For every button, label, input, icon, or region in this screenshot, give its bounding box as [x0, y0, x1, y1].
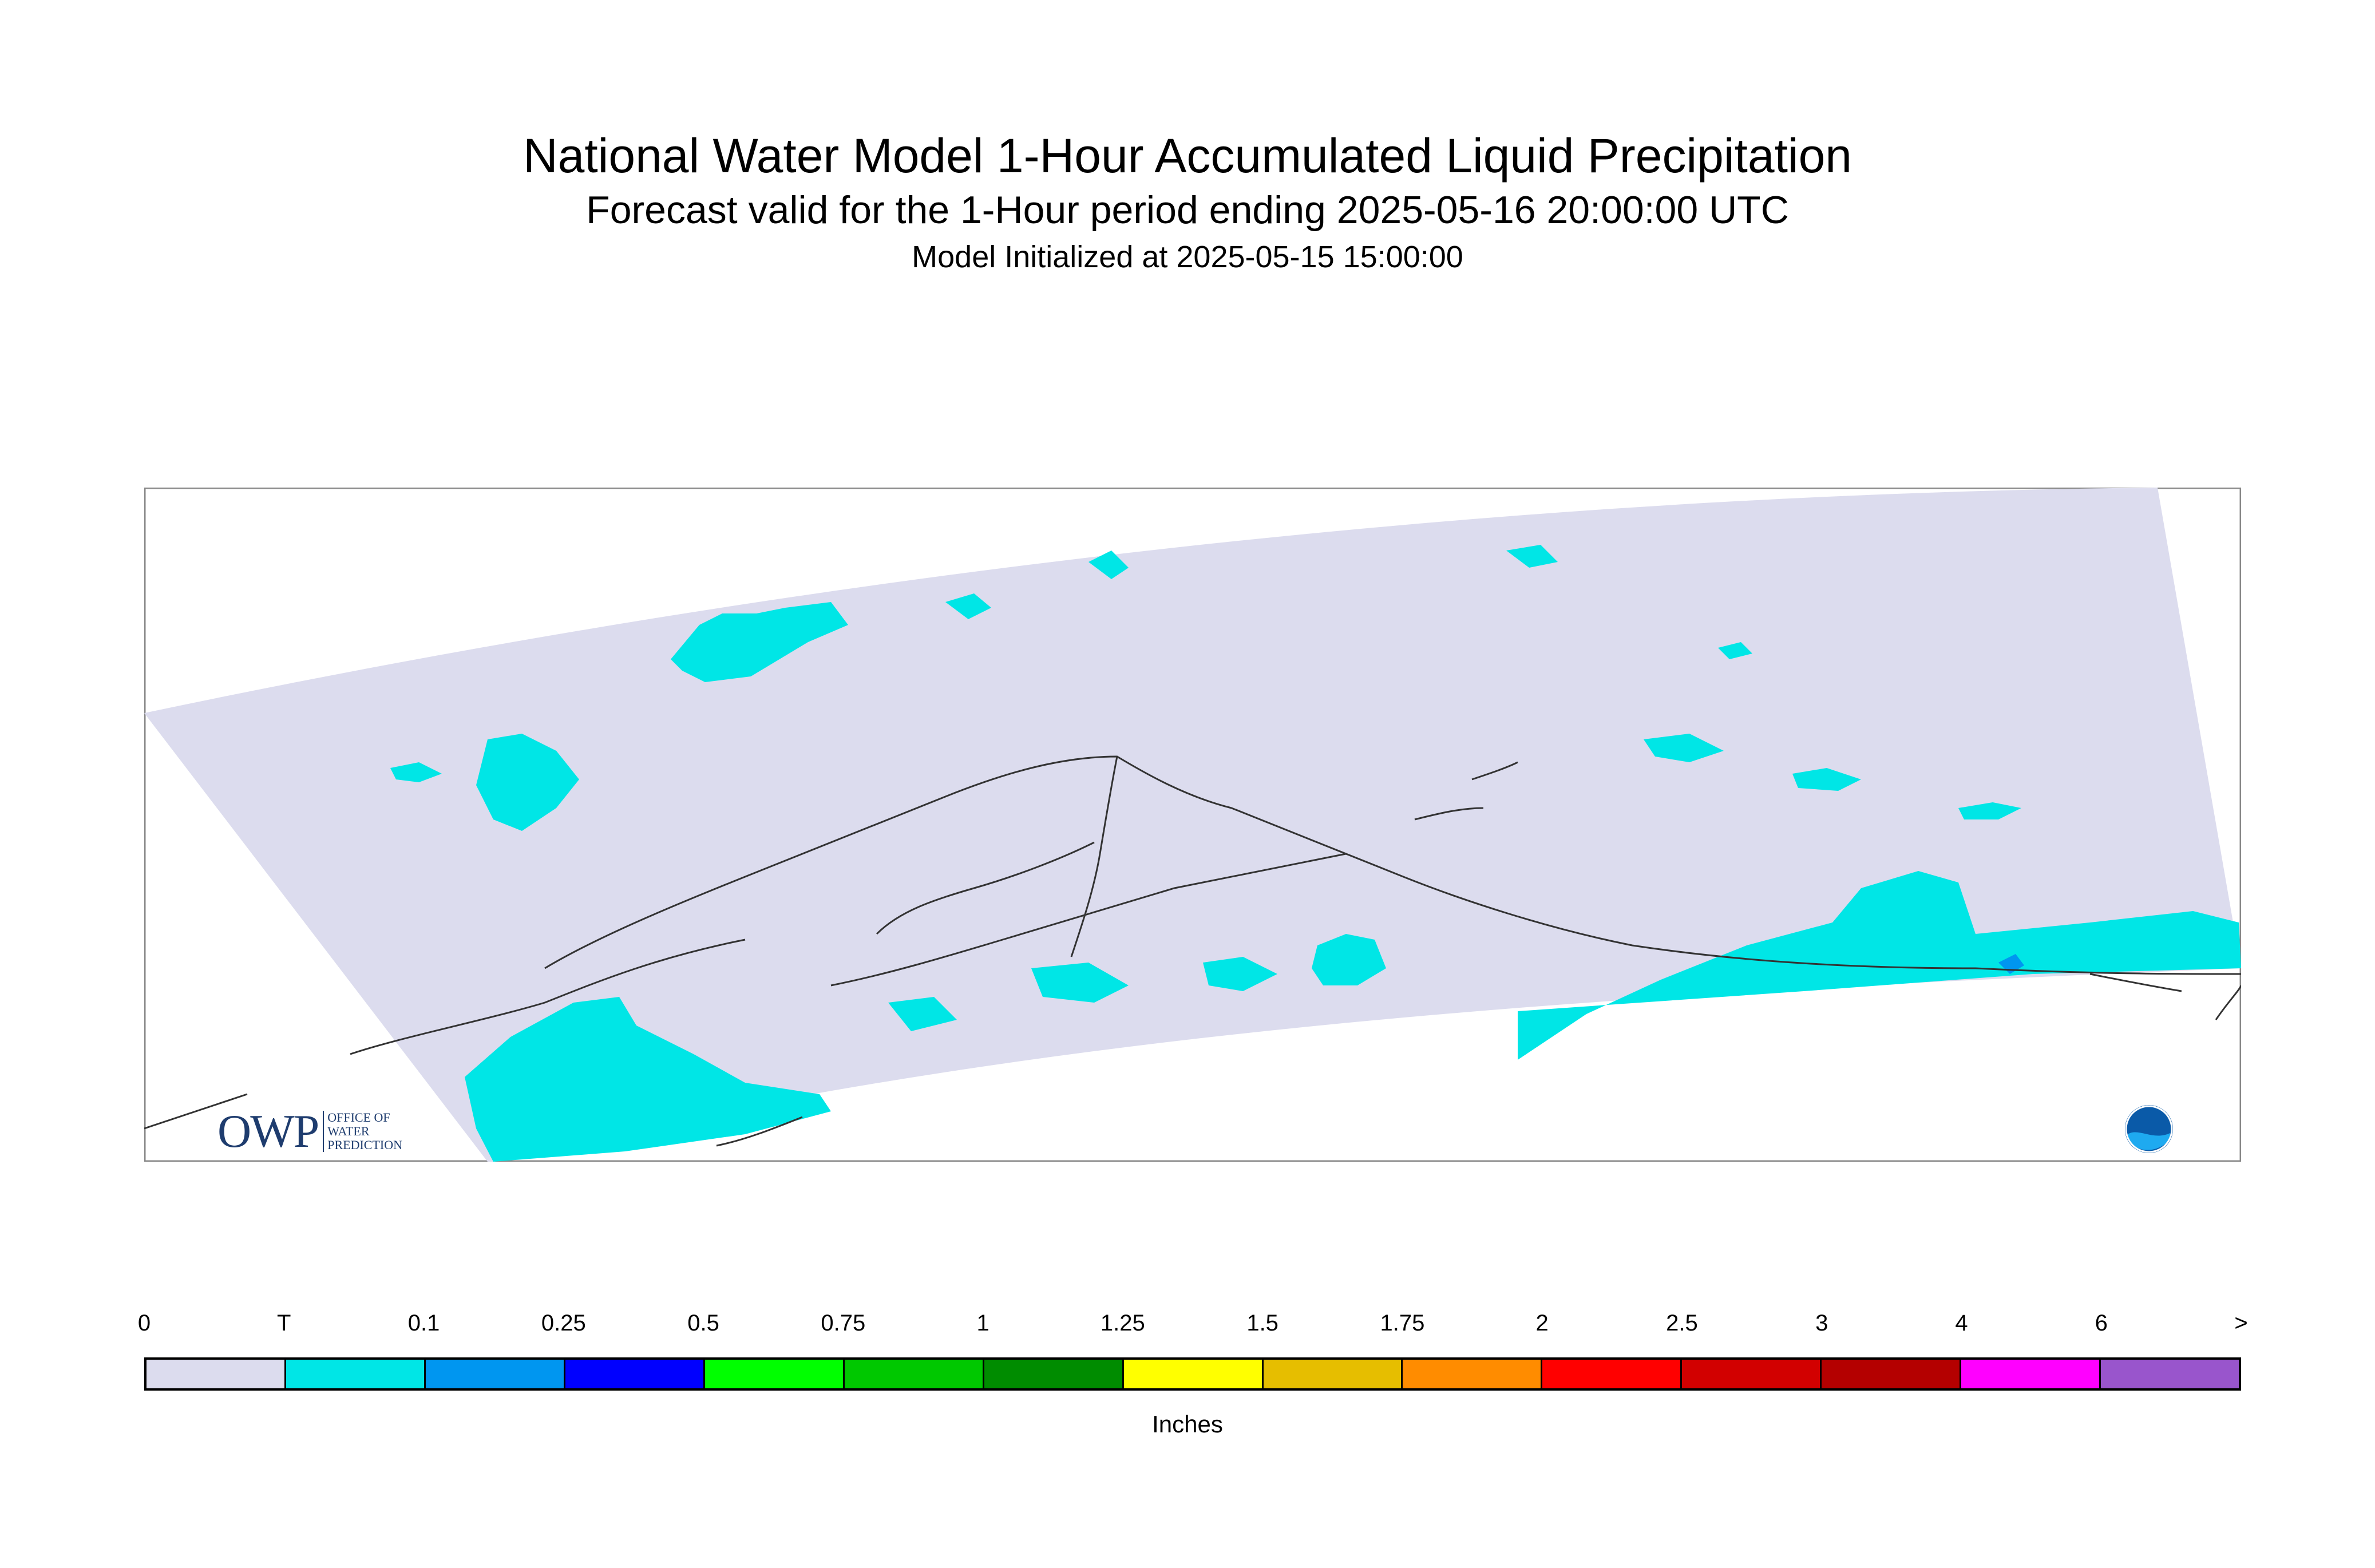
legend-tick-label: 1.75: [1380, 1310, 1425, 1336]
legend-tick-label: 3: [1815, 1310, 1828, 1336]
legend-tick-label: >: [2234, 1310, 2248, 1336]
legend-swatch: [984, 1360, 1124, 1388]
map-subtitle: Forecast valid for the 1-Hour period end…: [586, 188, 1789, 232]
coastlines: [144, 755, 2241, 1147]
legend-swatch: [1682, 1360, 1822, 1388]
legend-swatch: [844, 1360, 984, 1388]
legend-swatch: [1542, 1360, 1683, 1388]
model-init-time: Model Initialized at 2025-05-15 15:00:00: [912, 240, 1463, 274]
legend-tick-label: 6: [2095, 1310, 2108, 1336]
legend-swatch: [1822, 1360, 1962, 1388]
precipitation-map: [144, 488, 2241, 1162]
legend-ticks: 0 T 0.1 0.25 0.5 0.75 1 1.25 1.5 1.75 2 2.5 3 4 6 >: [0, 1310, 2375, 1345]
legend-swatch: [286, 1360, 426, 1388]
owp-logo: OWP OFFICE OF WATER PREDICTION: [217, 1105, 402, 1157]
map-title: National Water Model 1-Hour Accumulated …: [522, 129, 1852, 183]
legend-tick-label: 1.25: [1100, 1310, 1145, 1336]
legend-swatch: [2101, 1360, 2239, 1388]
legend-swatch: [1961, 1360, 2101, 1388]
trace-precip-areas: [390, 545, 2241, 1162]
legend-swatch: [1403, 1360, 1543, 1388]
legend-swatch: [565, 1360, 705, 1388]
legend-swatch: [1263, 1360, 1403, 1388]
legend-tick-label: 0: [137, 1310, 151, 1336]
legend-tick-label: T: [277, 1310, 291, 1336]
legend-tick-label: 0.25: [541, 1310, 586, 1336]
legend-tick-label: 0.5: [687, 1310, 719, 1336]
legend-units: Inches: [1152, 1411, 1223, 1438]
legend-tick-label: 2: [1535, 1310, 1549, 1336]
legend-tick-label: 4: [1955, 1310, 1968, 1336]
legend-swatch: [425, 1360, 565, 1388]
legend-tick-label: 2.5: [1666, 1310, 1698, 1336]
legend-tick-label: 1.5: [1246, 1310, 1278, 1336]
legend-colorbar: [144, 1357, 2241, 1391]
legend-tick-label: 0.75: [821, 1310, 866, 1336]
legend-swatch: [704, 1360, 845, 1388]
legend-tick-label: 1: [976, 1310, 989, 1336]
legend-tick-label: 0.1: [407, 1310, 440, 1336]
noaa-logo: [2125, 1105, 2173, 1153]
legend-swatch: [147, 1360, 286, 1388]
legend-swatch: [1123, 1360, 1264, 1388]
